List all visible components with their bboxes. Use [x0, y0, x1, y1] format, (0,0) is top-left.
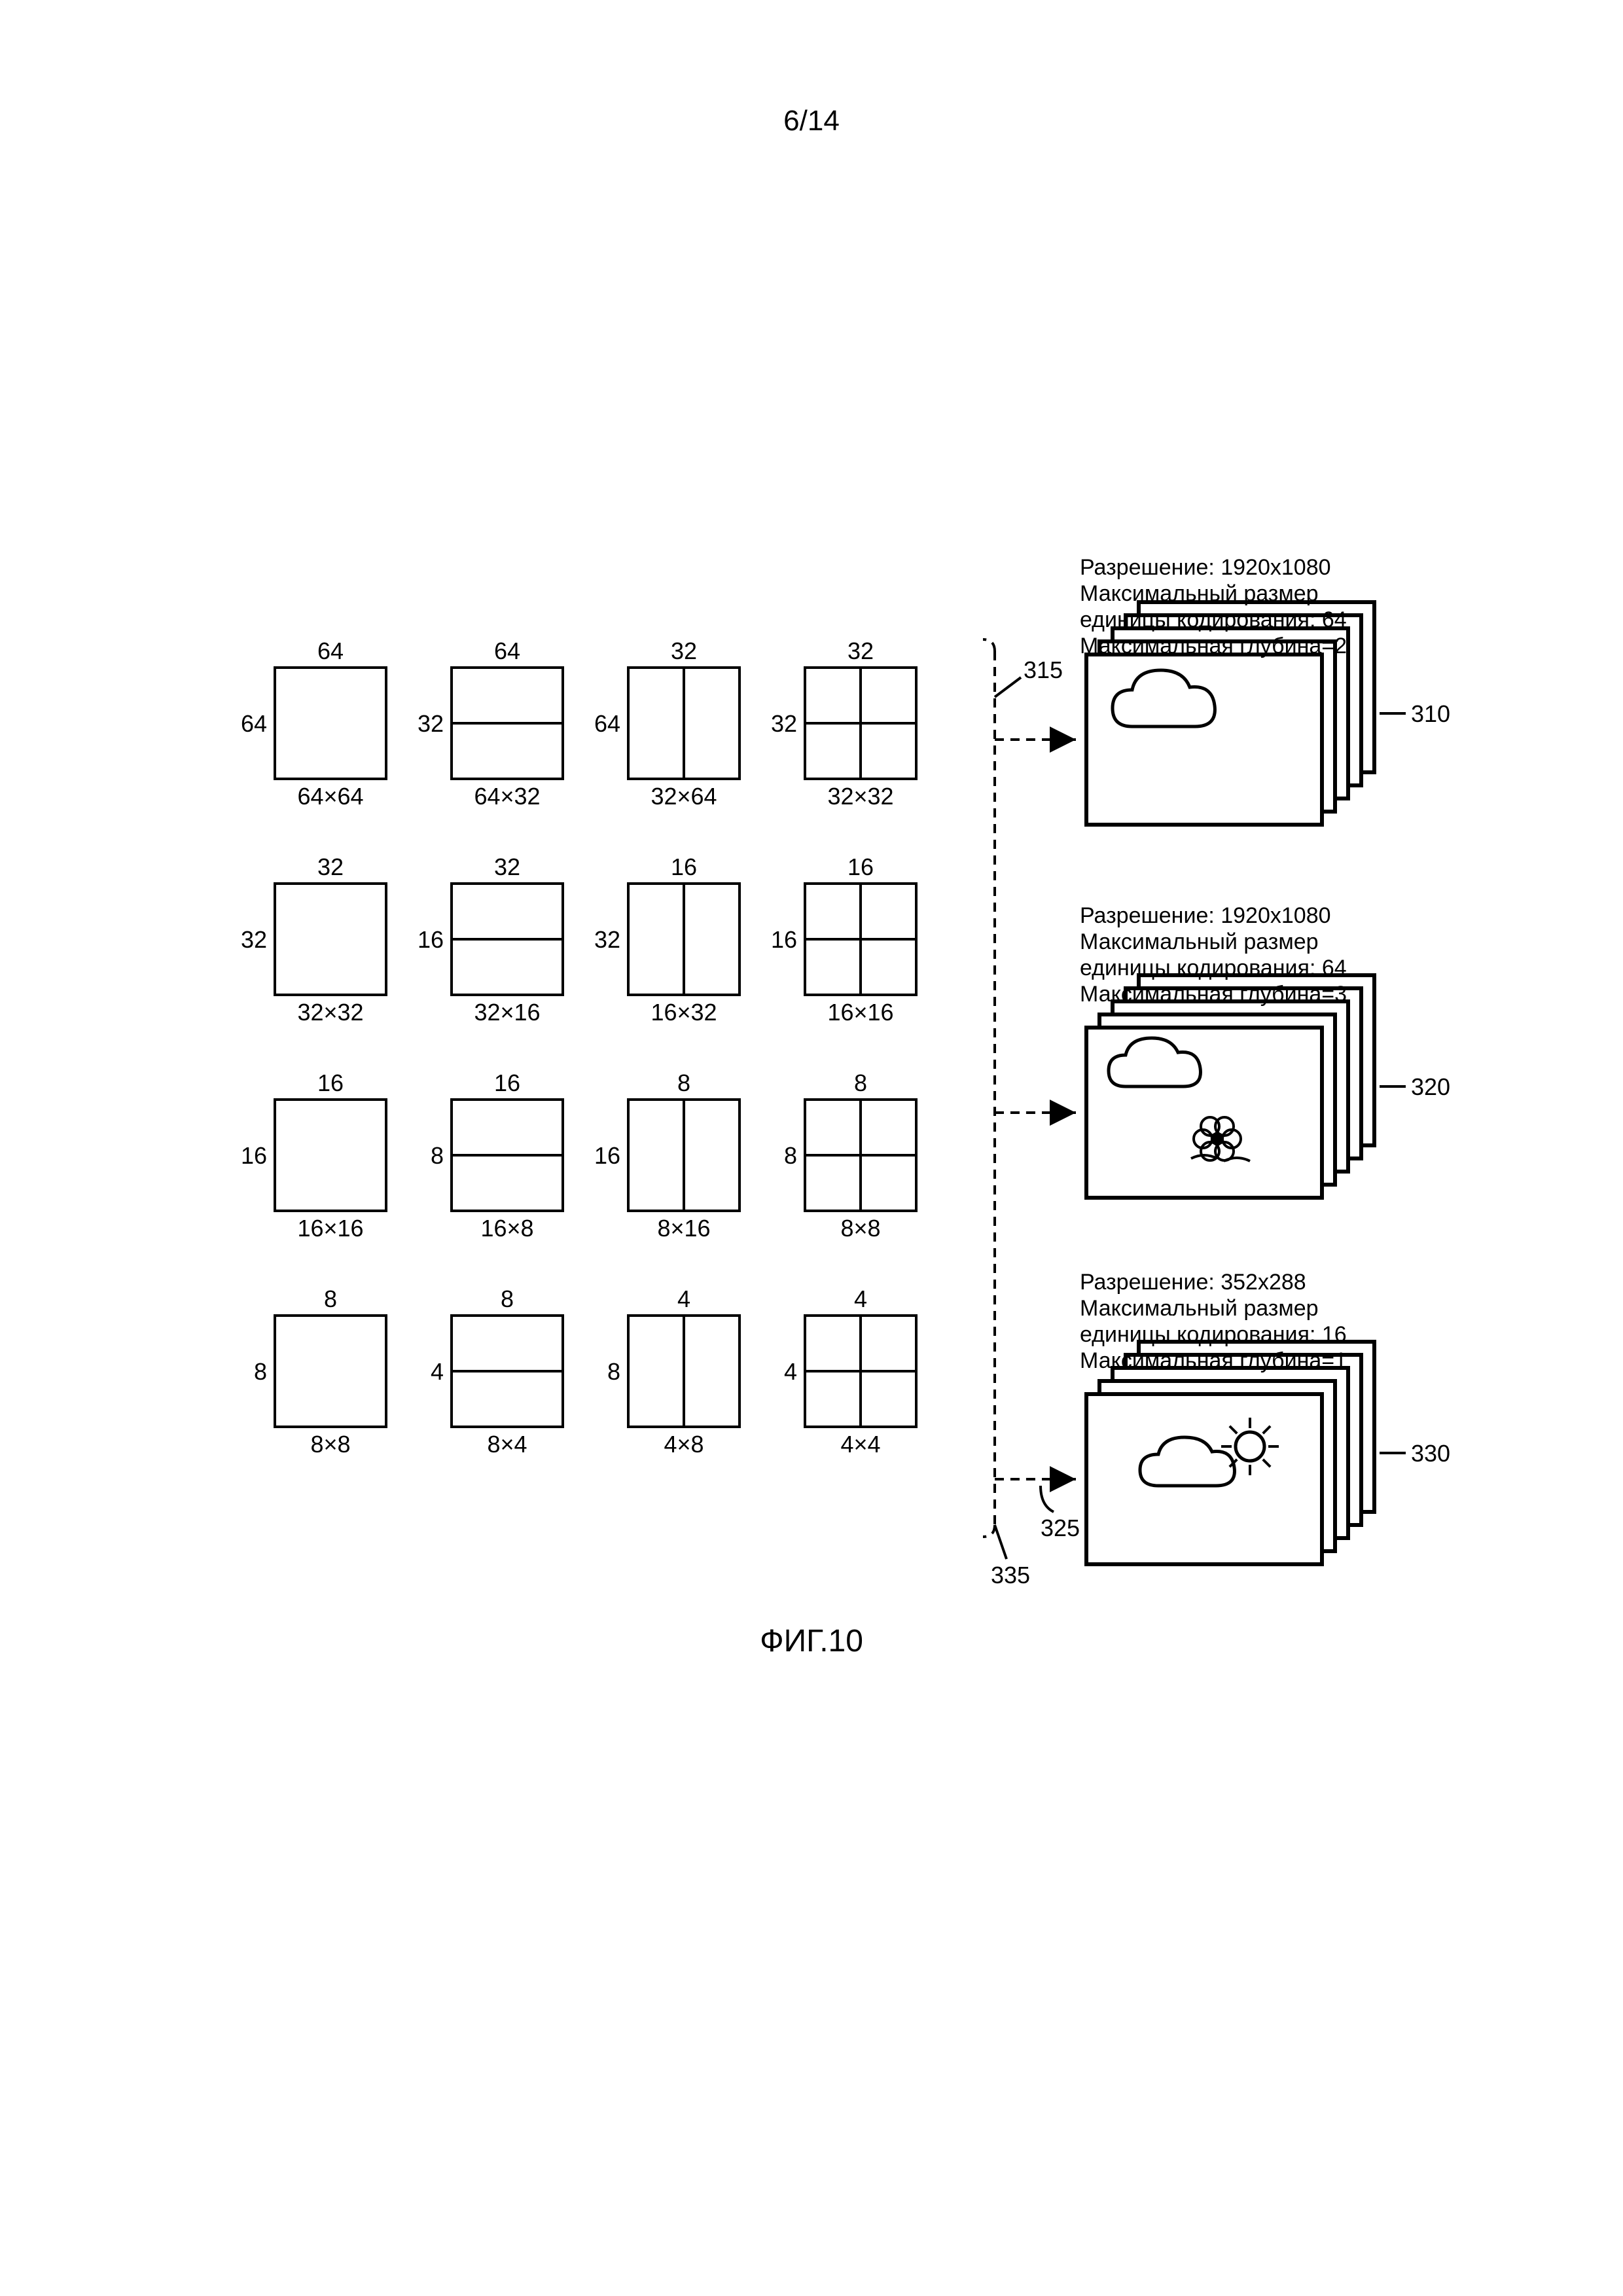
- partition-top-label: 16: [847, 853, 874, 881]
- partition-bottom-label: 64×32: [474, 783, 540, 810]
- partition-bottom-label: 8×4: [487, 1431, 527, 1458]
- partition-box: [275, 668, 386, 779]
- partition-side-label: 32: [594, 926, 620, 954]
- partition-top-label: 16: [317, 1069, 344, 1097]
- frame-panel: [1086, 1394, 1322, 1564]
- partition-side-label: 32: [418, 710, 444, 738]
- partition-side-label: 8: [431, 1142, 444, 1170]
- partition-side-label: 64: [594, 710, 620, 738]
- partition-side-label: 8: [607, 1358, 620, 1386]
- partition-top-label: 16: [671, 853, 697, 881]
- partition-bottom-label: 64×64: [297, 783, 363, 810]
- partition-bottom-label: 8×16: [657, 1215, 710, 1242]
- partition-bottom-label: 32×64: [651, 783, 717, 810]
- partition-bottom-label: 16×32: [651, 999, 717, 1026]
- partition-top-label: 32: [494, 853, 520, 881]
- partition-bottom-label: 16×8: [480, 1215, 533, 1242]
- partition-top-label: 16: [494, 1069, 520, 1097]
- panel-caption: Максимальный размер: [1080, 581, 1319, 607]
- partition-side-label: 32: [241, 926, 267, 954]
- page: 6/14 646464×64643264×32326432×64323232×3…: [0, 0, 1623, 2296]
- partition-top-label: 8: [854, 1069, 867, 1097]
- partition-bottom-label: 16×16: [827, 999, 893, 1026]
- partition-box: [275, 884, 386, 995]
- partition-top-label: 4: [854, 1285, 867, 1313]
- partition-side-label: 16: [418, 926, 444, 954]
- partition-side-label: 16: [241, 1142, 267, 1170]
- frame-panel: [1086, 655, 1322, 825]
- panel-caption: Разрешение: 1920x1080: [1080, 555, 1331, 581]
- partition-side-label: 16: [771, 926, 797, 954]
- panel-caption: Максимальная глубина=2: [1080, 634, 1347, 659]
- panel-caption: единицы кодирования: 64: [1080, 607, 1347, 633]
- partition-box: [275, 1100, 386, 1211]
- panel-caption: единицы кодирования: 64: [1080, 956, 1347, 981]
- partition-bottom-label: 8×8: [310, 1431, 350, 1458]
- partition-side-label: 32: [771, 710, 797, 738]
- partition-top-label: 8: [501, 1285, 514, 1313]
- partition-side-label: 4: [784, 1358, 797, 1386]
- partition-top-label: 32: [317, 853, 344, 881]
- panel-caption: единицы кодирования: 16: [1080, 1322, 1347, 1348]
- partition-top-label: 8: [324, 1285, 337, 1313]
- partition-side-label: 16: [594, 1142, 620, 1170]
- partition-bottom-label: 8×8: [840, 1215, 880, 1242]
- callout-320: 320: [1411, 1073, 1450, 1101]
- panel-caption: Максимальный размер: [1080, 929, 1319, 955]
- partition-top-label: 4: [677, 1285, 690, 1313]
- partition-bottom-label: 4×8: [664, 1431, 704, 1458]
- partition-top-label: 8: [677, 1069, 690, 1097]
- panel-caption: Максимальная глубина=3: [1080, 982, 1347, 1007]
- callout-325: 325: [1041, 1515, 1080, 1542]
- partition-top-label: 32: [847, 637, 874, 665]
- partition-side-label: 8: [784, 1142, 797, 1170]
- partition-bottom-label: 16×16: [297, 1215, 363, 1242]
- partition-bottom-label: 32×32: [297, 999, 363, 1026]
- panel-caption: Разрешение: 1920x1080: [1080, 903, 1331, 929]
- frame-panel: [1086, 1028, 1322, 1198]
- panel-caption: Разрешение: 352x288: [1080, 1270, 1306, 1295]
- partition-bottom-label: 32×32: [827, 783, 893, 810]
- partition-side-label: 4: [431, 1358, 444, 1386]
- callout-310: 310: [1411, 700, 1450, 728]
- callout-330: 330: [1411, 1440, 1450, 1467]
- partition-bottom-label: 4×4: [840, 1431, 880, 1458]
- panel-caption: Максимальный размер: [1080, 1296, 1319, 1321]
- callout-315: 315: [1024, 656, 1063, 684]
- partition-top-label: 32: [671, 637, 697, 665]
- partition-top-label: 64: [317, 637, 344, 665]
- partition-side-label: 64: [241, 710, 267, 738]
- partition-box: [275, 1316, 386, 1427]
- figure-label: ФИГ.10: [760, 1623, 863, 1659]
- callout-335: 335: [991, 1562, 1030, 1589]
- partition-side-label: 8: [254, 1358, 267, 1386]
- panel-caption: Максимальная глубина=1: [1080, 1348, 1347, 1374]
- partition-top-label: 64: [494, 637, 520, 665]
- partition-bottom-label: 32×16: [474, 999, 540, 1026]
